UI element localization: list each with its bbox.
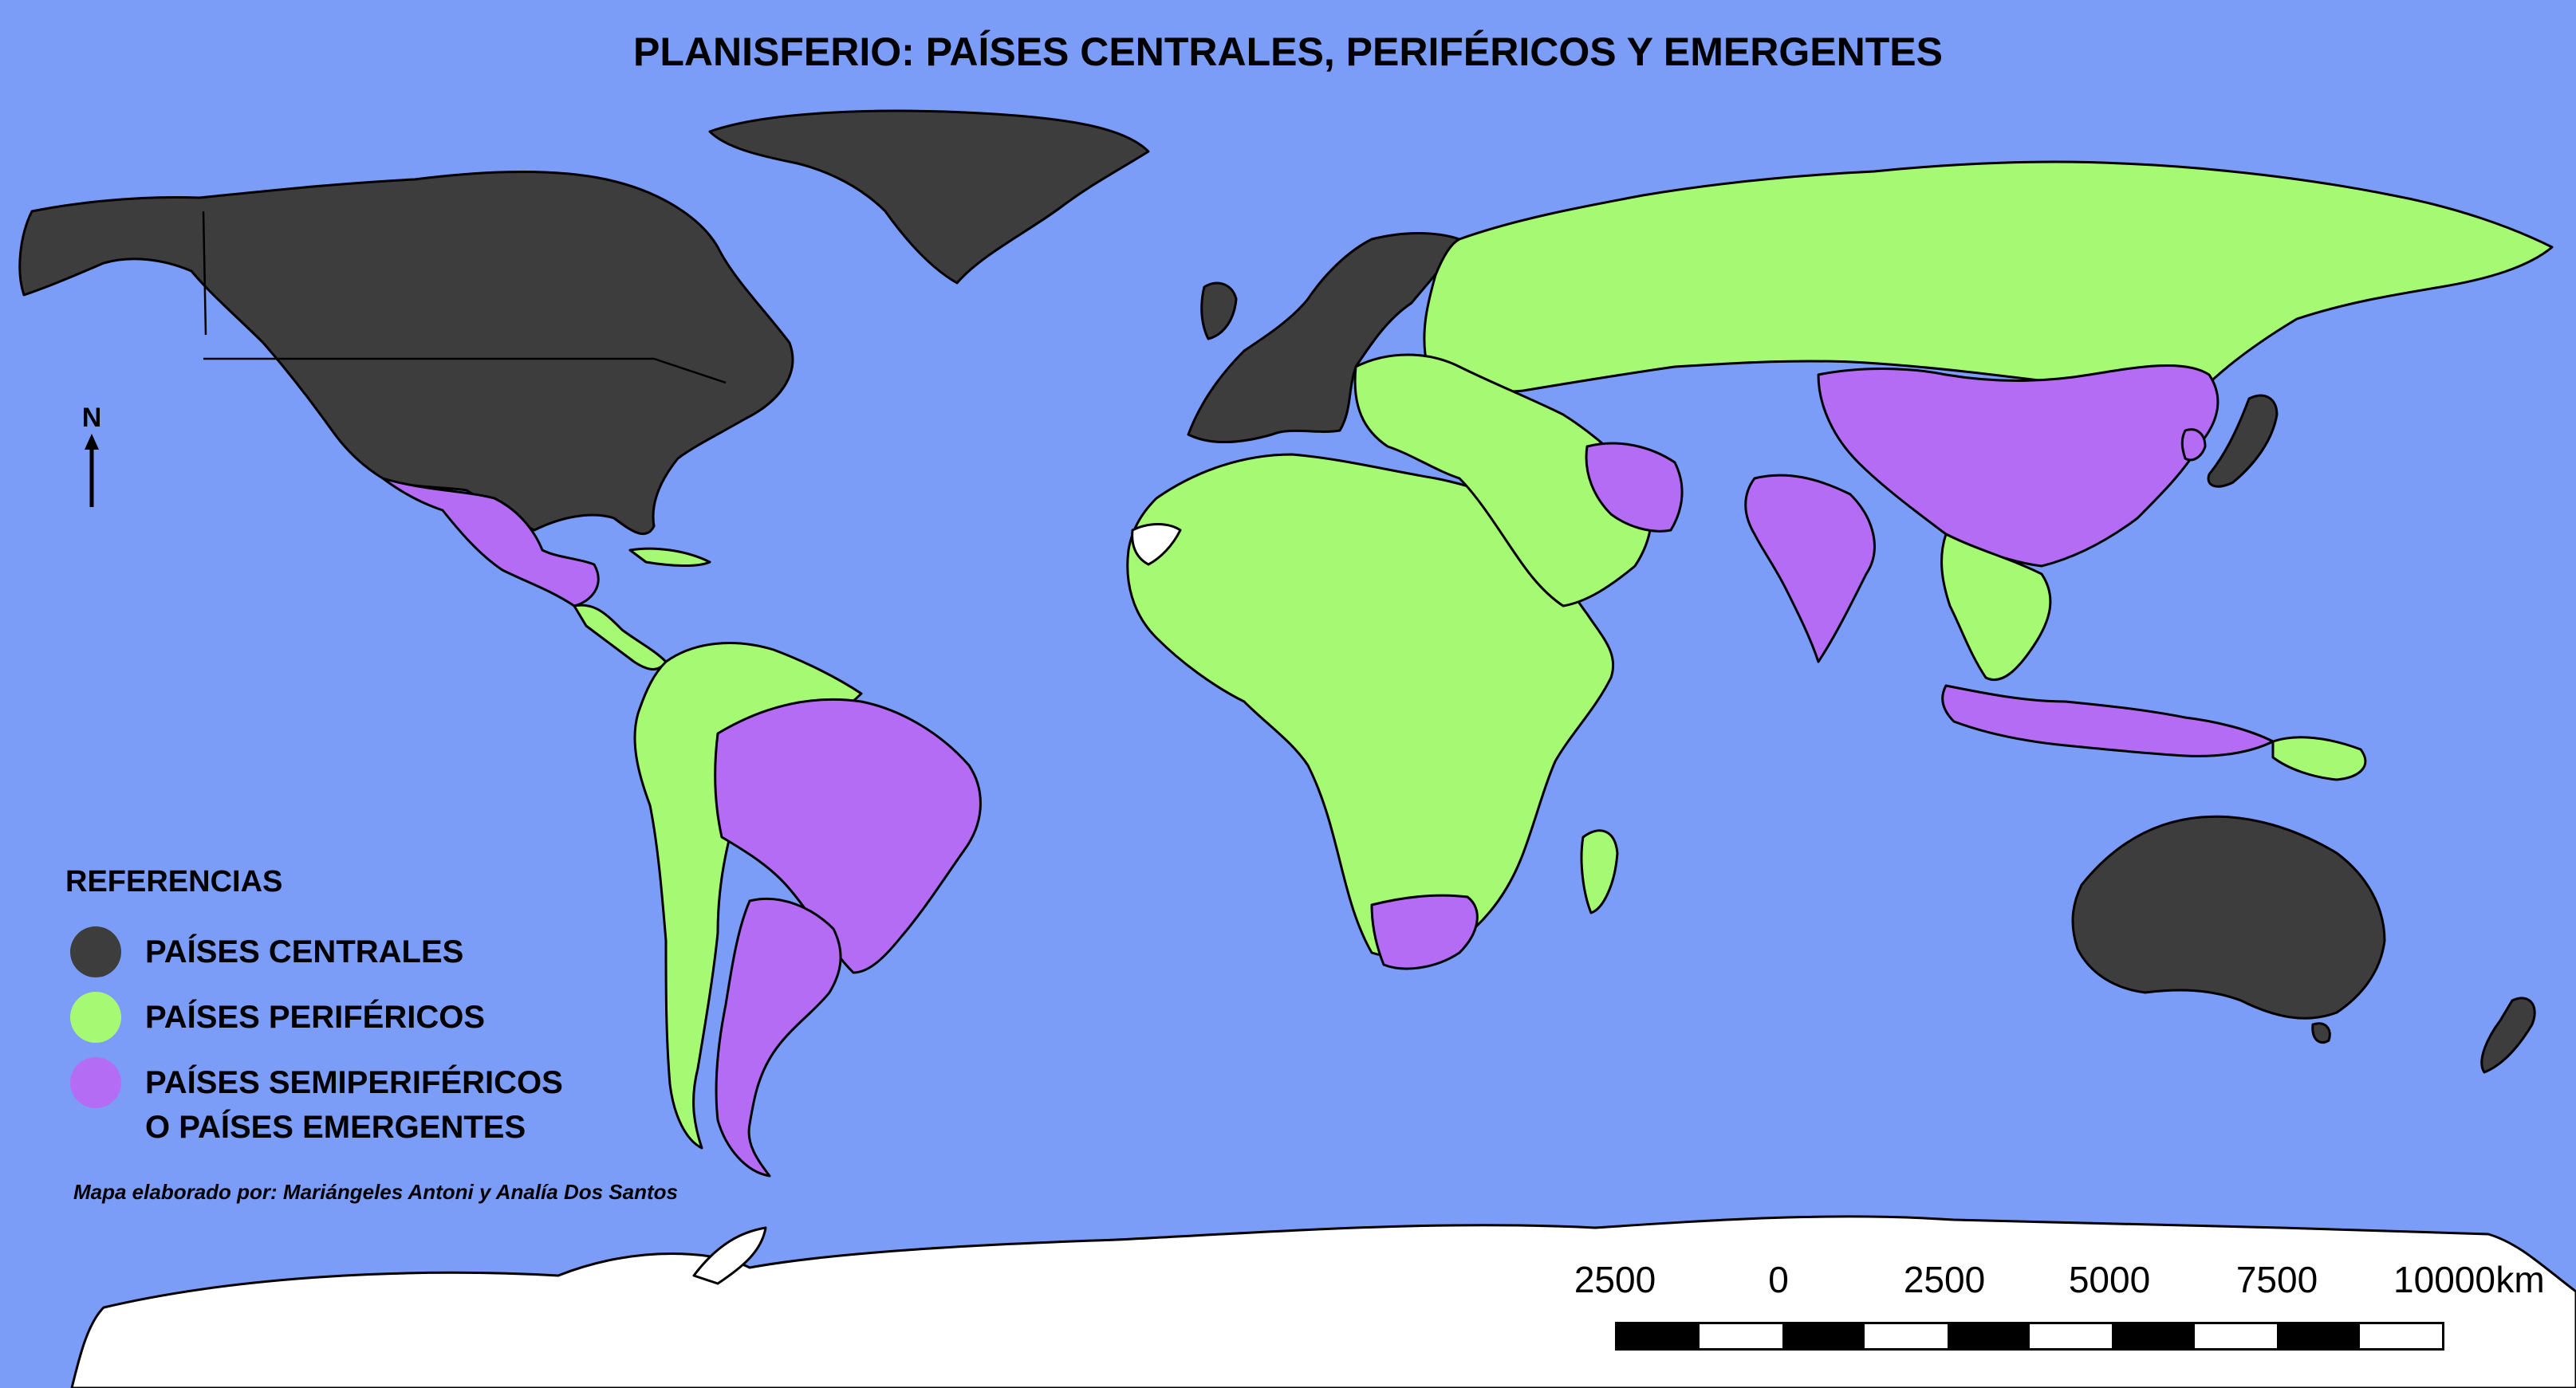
scale-bar: 2500 0 2500 5000 7500 10000 km bbox=[1571, 1258, 2560, 1362]
scale-seg bbox=[1865, 1324, 1948, 1348]
region-africa bbox=[1126, 453, 1615, 958]
region-mexico bbox=[381, 477, 600, 607]
region-south-korea bbox=[2180, 428, 2207, 462]
border-canada-usa bbox=[203, 357, 727, 384]
region-australia bbox=[2071, 815, 2386, 1020]
scale-seg bbox=[1947, 1324, 2030, 1348]
scale-label-0: 2500 bbox=[1574, 1259, 1656, 1300]
region-madagascar bbox=[1580, 829, 1619, 914]
scale-label-4: 7500 bbox=[2235, 1259, 2318, 1300]
north-label: N bbox=[81, 403, 102, 433]
scale-seg bbox=[2359, 1324, 2443, 1348]
legend-label-semiperipheral-line1: PAÍSES SEMIPERIFÉRICOS bbox=[145, 1065, 563, 1100]
scale-seg bbox=[1782, 1324, 1865, 1348]
scale-bar-segments bbox=[1615, 1322, 2444, 1351]
legend-label-semiperipheral-line2: O PAÍSES EMERGENTES bbox=[145, 1110, 526, 1145]
region-papua-new-guinea bbox=[2271, 736, 2367, 781]
region-india bbox=[1744, 474, 1876, 663]
legend-label-semiperipheral: PAÍSES SEMIPERIFÉRICOS O PAÍSES EMERGENT… bbox=[145, 1060, 563, 1150]
legend-item-central: PAÍSES CENTRALES bbox=[65, 926, 463, 992]
legend-swatch-central bbox=[70, 926, 121, 977]
scale-seg bbox=[2030, 1324, 2113, 1348]
region-brazil bbox=[714, 698, 982, 974]
scale-unit: km bbox=[2495, 1259, 2545, 1300]
legend-swatch-semiperipheral bbox=[70, 1057, 121, 1108]
region-uk bbox=[1200, 281, 1238, 340]
region-caribbean bbox=[628, 547, 711, 567]
scale-seg bbox=[2194, 1324, 2278, 1348]
region-new-zealand bbox=[2480, 997, 2536, 1074]
legend-item-peripheral: PAÍSES PERIFÉRICOS bbox=[65, 992, 485, 1057]
scale-label-2: 2500 bbox=[1903, 1259, 1986, 1300]
region-iran bbox=[1585, 442, 1684, 533]
legend: REFERENCIAS PAÍSES CENTRALES PAÍSES PERI… bbox=[65, 865, 563, 1145]
north-arrow: N bbox=[72, 403, 112, 513]
legend-swatch-peripheral bbox=[70, 992, 121, 1043]
region-south-africa bbox=[1370, 894, 1479, 970]
region-china bbox=[1817, 364, 2220, 568]
region-south-america-rest bbox=[633, 642, 863, 1150]
region-tasmania bbox=[2311, 1022, 2331, 1044]
region-argentina bbox=[715, 897, 842, 1178]
scale-seg bbox=[1700, 1324, 1782, 1348]
region-greenland bbox=[708, 109, 1150, 285]
scale-label-1: 0 bbox=[1768, 1259, 1789, 1300]
region-antarctica-peninsula bbox=[692, 1226, 767, 1285]
region-southeast-asia bbox=[1940, 533, 2052, 682]
scale-label-3: 5000 bbox=[2068, 1259, 2151, 1300]
region-russia bbox=[1423, 160, 2554, 396]
north-arrow-icon bbox=[85, 434, 99, 507]
region-north-america bbox=[18, 171, 794, 536]
scale-seg bbox=[2277, 1324, 2360, 1348]
border-alaska bbox=[202, 210, 207, 336]
scale-label-5: 10000 bbox=[2393, 1259, 2495, 1300]
region-middle-east bbox=[1353, 353, 1653, 607]
map-title: PLANISFERIO: PAÍSES CENTRALES, PERIFÉRIC… bbox=[633, 29, 1943, 74]
map-credit: Mapa elaborado por: Mariángeles Antoni y… bbox=[73, 1180, 678, 1204]
region-indonesia bbox=[1941, 684, 2275, 757]
legend-label-peripheral: PAÍSES PERIFÉRICOS bbox=[145, 1000, 486, 1035]
region-japan bbox=[2207, 394, 2279, 488]
scale-seg bbox=[2112, 1324, 2195, 1348]
scale-seg bbox=[1617, 1324, 1700, 1348]
region-western-sahara bbox=[1131, 523, 1182, 566]
legend-title: REFERENCIAS bbox=[65, 865, 283, 898]
legend-item-semiperipheral: PAÍSES SEMIPERIFÉRICOS O PAÍSES EMERGENT… bbox=[65, 1057, 563, 1145]
legend-label-central: PAÍSES CENTRALES bbox=[145, 934, 464, 969]
